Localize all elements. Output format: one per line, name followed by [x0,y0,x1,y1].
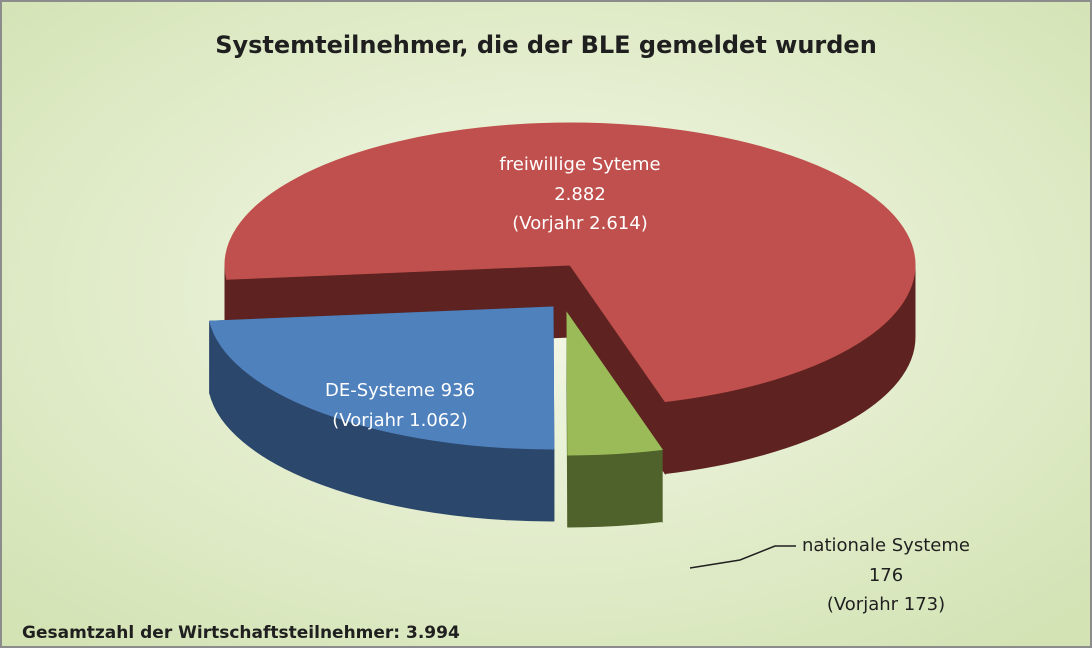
value-label: 936 [441,380,475,401]
chart-title: Systemteilnehmer, die der BLE gemeldet w… [215,31,877,59]
previous-label: (Vorjahr 2.614) [512,213,647,234]
slice-top [566,311,663,456]
labels: freiwillige Syteme 2.882 (Vorjahr 2.614) DE… [325,154,970,615]
slice-label: freiwillige Syteme [499,154,660,175]
category-name: DE-Systeme [325,380,435,401]
slice-label: DE-Systeme 936 [325,380,475,401]
total-note: Gesamtzahl der Wirtschaftsteilnehmer: 3.… [22,623,460,643]
pie-slice [209,306,555,522]
pie-slice [566,311,663,528]
slice-top [209,306,555,450]
pie [209,122,916,528]
value-label: 2.882 [554,184,606,205]
previous-label: (Vorjahr 173) [827,594,945,615]
slice-top [224,122,916,403]
slice-label: nationale Systeme [802,535,970,556]
leader-line [689,545,796,569]
value-label: 176 [869,565,903,586]
previous-label: (Vorjahr 1.062) [332,410,467,431]
slice-side [567,448,663,528]
